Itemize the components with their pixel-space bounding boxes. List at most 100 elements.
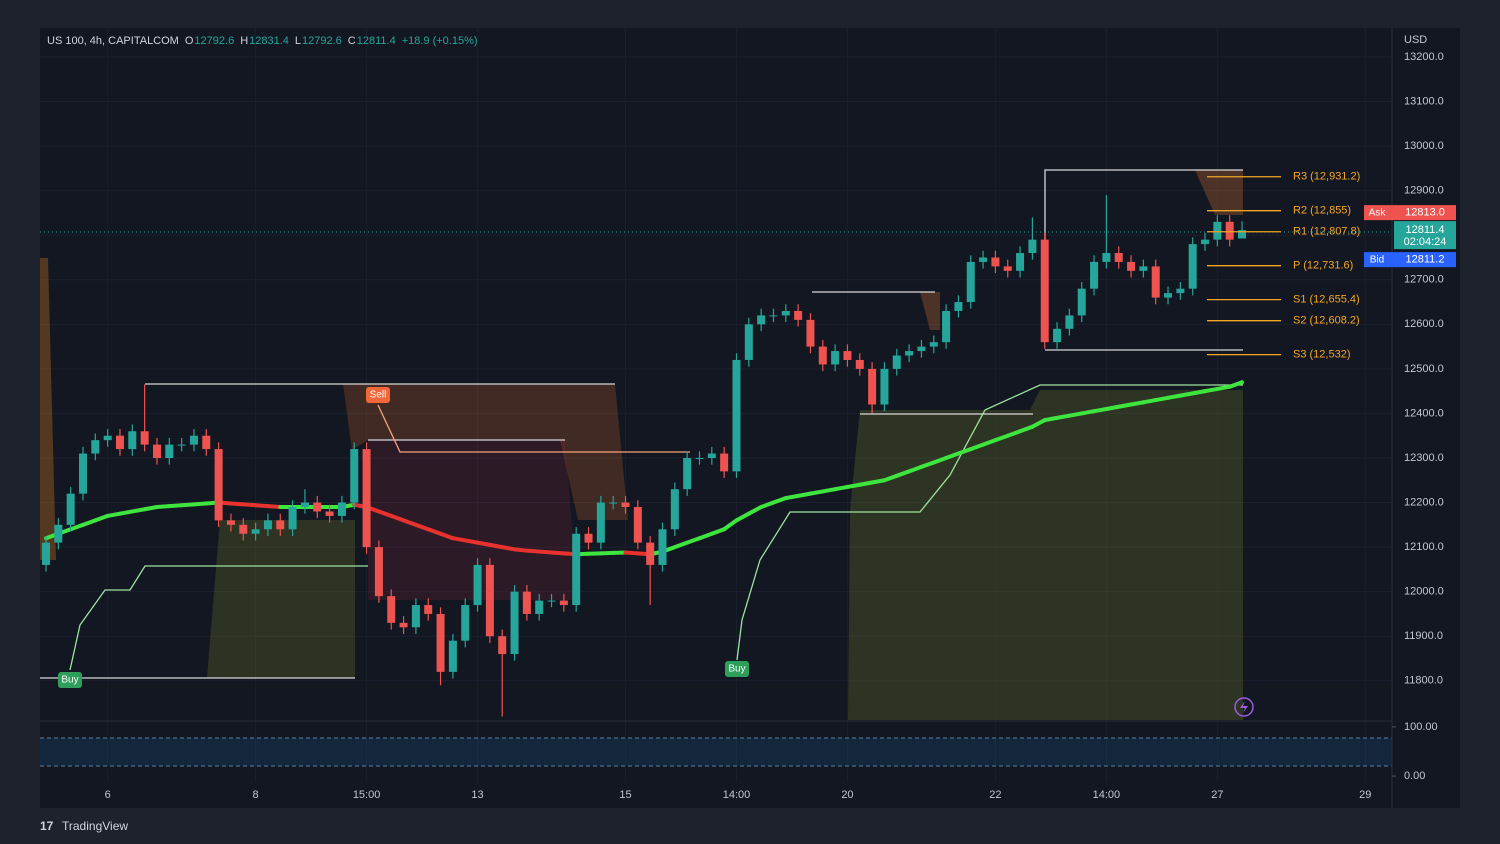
candle-body: [818, 346, 827, 365]
ma-segment: [956, 447, 973, 456]
candle-body: [547, 600, 556, 602]
signal-label: Buy: [728, 664, 745, 675]
ma-segment: [944, 451, 961, 460]
candle-body: [350, 449, 359, 503]
ma-segment: [117, 509, 135, 516]
ma-segment: [253, 503, 270, 509]
candle-body: [929, 342, 938, 347]
candle-body: [325, 511, 334, 516]
candle-body: [781, 310, 790, 316]
ma-segment: [487, 542, 505, 550]
candle-body: [1053, 328, 1062, 343]
ma-segment: [796, 491, 813, 498]
candle-body: [498, 636, 507, 655]
ma-segment: [857, 480, 875, 487]
candle-body: [1201, 239, 1210, 245]
x-tick-label: 13: [471, 789, 483, 801]
ma-segment: [981, 438, 998, 447]
ma-segment: [1116, 402, 1134, 409]
candle-body: [621, 502, 630, 508]
candle-body: [979, 257, 988, 262]
ma-segment: [93, 513, 110, 523]
ma-segment: [1190, 389, 1208, 396]
osc-tick-label: 100.00: [1404, 721, 1438, 733]
signal-badge: [366, 387, 390, 403]
ohlc-label: O: [185, 35, 194, 47]
candle-body: [411, 605, 420, 628]
ma-segment: [1178, 391, 1195, 398]
level-line: [1044, 169, 1243, 240]
bid-price: 12811.2: [1406, 254, 1445, 266]
candle-body: [1040, 239, 1049, 343]
ma-segment: [1129, 400, 1146, 407]
y-tick-label: 12100.0: [1404, 541, 1444, 553]
signal-badge: [58, 672, 82, 688]
ma-segment: [167, 503, 184, 509]
ma-segment: [623, 550, 640, 556]
candle-body: [337, 502, 346, 516]
trail-line: [736, 384, 1243, 661]
ma-segment: [1079, 409, 1097, 416]
zone: [920, 292, 940, 330]
y-tick-label: 13200.0: [1404, 51, 1444, 63]
candle-body: [769, 315, 778, 317]
ma-segment: [68, 522, 85, 532]
ma-segment: [1215, 384, 1232, 391]
candle-body: [374, 547, 383, 597]
trail-line: [377, 404, 690, 453]
ma-segment: [426, 527, 443, 536]
y-tick-label: 12400.0: [1404, 407, 1444, 419]
ohlc-label: H: [240, 35, 248, 47]
pivot-label: R2 (12,855): [1293, 205, 1351, 217]
candle-body: [300, 502, 309, 508]
candle-body: [954, 302, 963, 311]
candle-body: [732, 359, 741, 472]
candle-body: [1028, 239, 1037, 254]
alert-icon-bolt: [1240, 701, 1248, 713]
ma-segment: [537, 549, 554, 555]
candle-body: [1213, 221, 1222, 240]
ma-segment: [771, 496, 788, 505]
pivot-label: S1 (12,655.4): [1293, 294, 1360, 306]
candle-body: [572, 533, 581, 606]
ma-segment: [401, 518, 418, 527]
ma-segment: [709, 527, 727, 536]
ma-segment: [845, 482, 862, 489]
ma-segment: [968, 442, 986, 452]
candle-body: [868, 368, 877, 405]
ma-segment: [142, 505, 159, 512]
candle-body: [165, 444, 174, 458]
candle-body: [152, 444, 161, 458]
ohlc-value: 12792.6: [302, 35, 342, 47]
ma-segment: [191, 501, 209, 507]
candle-body: [1225, 221, 1234, 240]
candle-body: [1090, 261, 1099, 289]
bid-label: Bid: [1370, 254, 1384, 265]
currency: USD: [1404, 34, 1427, 46]
candle-body: [707, 453, 716, 458]
y-tick-label: 12600.0: [1404, 318, 1444, 330]
ma-segment: [759, 500, 776, 510]
zone: [40, 258, 56, 560]
candle-body: [66, 493, 75, 525]
grid: [40, 28, 1392, 782]
candle-body: [966, 261, 975, 303]
candle-body: [1176, 288, 1185, 294]
candle-body: [276, 520, 285, 530]
candle-body: [794, 310, 803, 320]
candle-body: [584, 533, 593, 543]
pivot-label: R1 (12,807.8): [1293, 226, 1360, 238]
pivot-label: S2 (12,608.2): [1293, 315, 1360, 327]
candle-body: [510, 591, 519, 655]
ma-segment: [833, 484, 850, 492]
ma-segment: [524, 548, 542, 554]
candle-body: [387, 596, 396, 623]
candle-body: [1114, 253, 1123, 262]
ma-segment: [130, 507, 147, 514]
alert-icon[interactable]: [1234, 697, 1254, 717]
candle-body: [1139, 266, 1148, 271]
ma-segment: [894, 469, 912, 478]
ask-tag: [1364, 205, 1456, 221]
x-tick-label: 22: [989, 789, 1001, 801]
